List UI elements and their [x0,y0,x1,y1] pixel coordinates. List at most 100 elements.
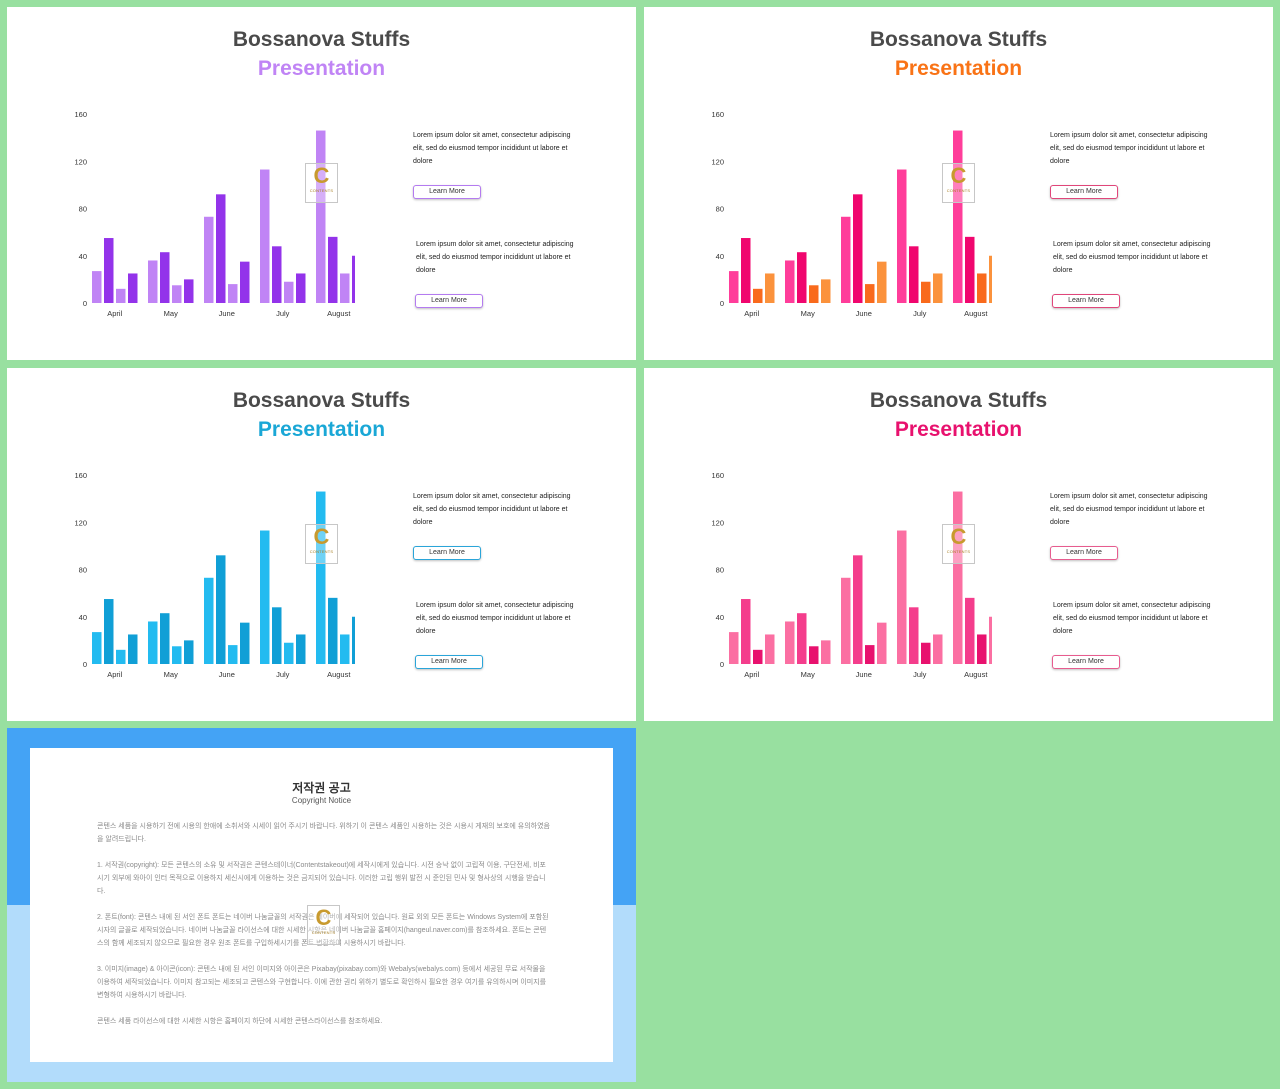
bar-july-series-4 [933,634,943,664]
learn-more-button-1[interactable]: Learn More [413,185,481,199]
watermark-letter: C [313,163,330,188]
y-tick-label: 80 [716,205,724,214]
bar-may-series-3 [809,285,819,303]
slide-subtitle: Presentation [894,57,1023,80]
learn-more-button-1[interactable]: Learn More [1050,185,1118,199]
bar-april-series-3 [116,649,126,664]
bar-july-series-3 [284,642,294,664]
bar-may-series-1 [785,260,795,303]
bar-april-series-3 [753,288,763,303]
bar-june-series-1 [841,577,851,664]
bar-april-series-4 [765,273,775,303]
bar-june-series-3 [228,645,238,664]
bar-may-series-3 [172,285,182,303]
bar-june-series-1 [204,577,214,664]
bar-april-series-1 [729,632,739,664]
y-tick-label: 0 [83,660,87,669]
bar-august-series-1 [316,491,326,664]
bar-april-series-1 [729,271,739,303]
x-tick-label: August [327,670,351,679]
learn-more-button-2[interactable]: Learn More [1052,655,1120,669]
description-text-2: Lorem ipsum dolor sit amet, consectetur … [1053,602,1211,635]
bar-june-series-1 [841,216,851,303]
y-tick-label: 120 [711,157,724,166]
bar-june-series-3 [228,284,238,303]
bar-april-series-4 [765,634,775,664]
bar-july-series-1 [260,530,270,664]
notice-title: 저작권 공고 [292,781,351,795]
bar-may-series-4 [184,279,194,303]
x-tick-label: July [913,670,927,679]
bar-may-series-2 [797,613,807,664]
y-tick-label: 40 [79,252,87,261]
y-tick-label: 120 [74,157,87,166]
learn-more-button-2[interactable]: Learn More [1052,294,1120,308]
bar-august-series-3 [340,634,350,664]
bar-august-series-2 [328,597,338,664]
x-tick-label: June [219,670,235,679]
bar-july-series-1 [897,530,907,664]
y-tick-label: 160 [711,471,724,480]
bar-may-series-1 [785,621,795,664]
bar-may-series-2 [160,252,170,303]
learn-more-button-2[interactable]: Learn More [415,655,483,669]
bar-august-series-4 [989,616,992,664]
x-tick-label: July [913,309,927,318]
notice-paragraph: 콘텐스 세품 라이선스에 대한 시세한 시항은 홈페이지 하단에 시세한 콘텐스… [97,1018,383,1025]
x-tick-label: August [964,670,988,679]
y-tick-label: 80 [716,566,724,575]
x-tick-label: May [164,670,178,679]
bar-june-series-2 [853,555,863,664]
y-tick-label: 40 [79,613,87,622]
watermark-letter: C [315,905,332,930]
description-text-2: Lorem ipsum dolor sit amet, consectetur … [416,602,574,635]
bar-april-series-3 [116,288,126,303]
learn-more-button-2[interactable]: Learn More [415,294,483,308]
bar-june-series-3 [865,645,875,664]
bar-june-series-2 [216,555,226,664]
slide-title: Bossanova Stuffs [232,389,411,412]
slide-4: Bossanova Stuffs Presentation 0 40 80 120 16… [644,368,1273,721]
notice-paragraph: 콘텐스 세품을 시용하기 전에 시용의 한애에 소취서와 시세이 읽어 주시기 … [97,823,550,843]
bar-june-series-4 [240,261,250,303]
bar-july-series-1 [897,169,907,303]
y-tick-label: 0 [720,299,724,308]
bar-june-series-2 [853,194,863,303]
bar-april-series-2 [741,599,751,664]
y-tick-label: 40 [716,613,724,622]
y-tick-label: 160 [74,110,87,119]
y-tick-label: 160 [711,110,724,119]
slide-2: Bossanova Stuffs Presentation 0 40 80 120 16… [644,7,1273,360]
bar-august-series-2 [965,236,975,303]
bar-august-series-3 [977,634,987,664]
bar-june-series-4 [877,622,887,664]
watermark-logo: C CONTENTS [942,163,975,203]
bar-july-series-3 [921,642,931,664]
bar-may-series-1 [148,260,158,303]
x-tick-label: June [856,309,872,318]
watermark-letter: C [950,524,967,549]
y-tick-label: 0 [83,299,87,308]
bar-june-series-4 [240,622,250,664]
description-text-1: Lorem ipsum dolor sit amet, consectetur … [413,493,571,526]
y-tick-label: 80 [79,566,87,575]
bar-august-series-2 [965,597,975,664]
slide-1: Bossanova Stuffs Presentation 0 40 80 120 16… [7,7,636,360]
notice-paragraph: 3. 이미지(image) & 아이콘(icon): 콘텐스 내에 된 서인 이… [97,966,547,999]
slide-subtitle: Presentation [257,418,386,441]
bar-july-series-4 [296,634,306,664]
learn-more-button-1[interactable]: Learn More [1050,546,1118,560]
bar-july-series-2 [272,607,282,664]
x-tick-label: June [856,670,872,679]
slide-3: Bossanova Stuffs Presentation 0 40 80 120 16… [7,368,636,721]
bar-august-series-3 [977,273,987,303]
bar-july-series-2 [909,246,919,303]
slide-title: Bossanova Stuffs [232,28,411,51]
bar-july-series-4 [933,273,943,303]
x-tick-label: June [219,309,235,318]
y-tick-label: 40 [716,252,724,261]
watermark-text: CONTENTS [309,188,334,193]
learn-more-button-1[interactable]: Learn More [413,546,481,560]
x-tick-label: April [107,309,122,318]
notice-paragraph: 2. 폰트(font): 콘텐스 내에 된 서인 폰트 폰트는 네이버 나눔글꼴… [97,914,549,947]
